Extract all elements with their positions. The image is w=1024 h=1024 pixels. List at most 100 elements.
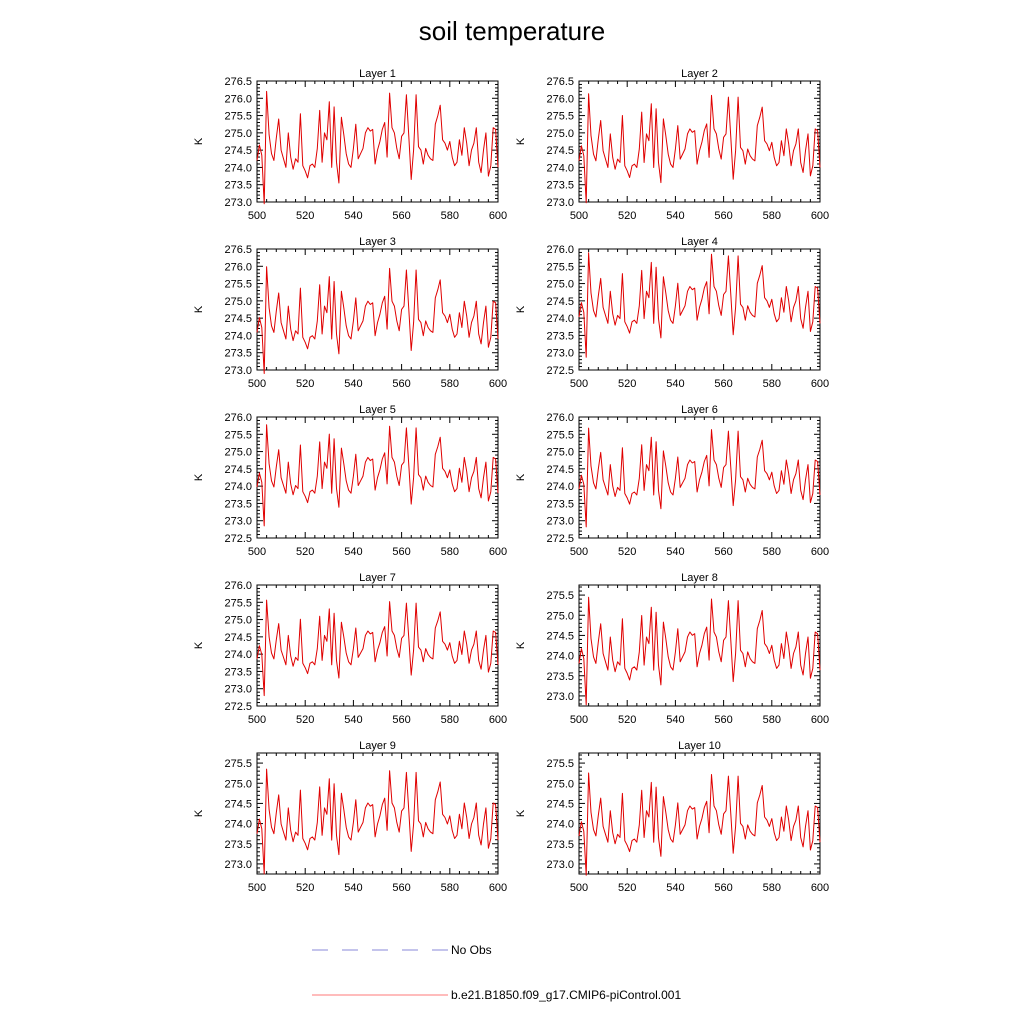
y-tick-label: 275.0 (546, 279, 574, 291)
panel-title: Layer 6 (681, 404, 718, 416)
y-tick-label: 274.5 (546, 798, 574, 810)
y-tick-label: 276.0 (546, 93, 574, 105)
y-tick-label: 275.5 (224, 758, 252, 770)
x-tick-label: 500 (570, 714, 588, 726)
y-tick-label: 275.0 (546, 778, 574, 790)
y-tick-label: 276.5 (546, 76, 574, 88)
panel-layer-9: Layer 9 K 500 520 540 560 580 600 273.0 273.5 274.… (193, 740, 507, 894)
y-tick-label: 275.0 (224, 296, 252, 308)
y-tick-label: 275.5 (224, 429, 252, 441)
panel-title: Layer 5 (359, 404, 396, 416)
y-axis-label: K (515, 473, 527, 481)
y-tick-label: 274.5 (546, 630, 574, 642)
x-tick-label: 600 (811, 714, 829, 726)
panel-title: Layer 9 (359, 740, 396, 752)
y-tick-label: 274.0 (546, 162, 574, 174)
y-tick-label: 276.0 (224, 412, 252, 424)
plot-frame (578, 248, 821, 371)
x-tick-label: 560 (714, 210, 732, 222)
x-tick-label: 580 (441, 546, 459, 558)
x-tick-label: 580 (763, 882, 781, 894)
y-tick-label: 275.5 (224, 279, 252, 291)
y-tick-label: 275.5 (546, 429, 574, 441)
x-tick-label: 540 (344, 378, 362, 390)
y-tick-label: 274.5 (546, 464, 574, 476)
x-tick-label: 540 (666, 378, 684, 390)
series-line (256, 599, 499, 697)
y-tick-label: 274.0 (546, 481, 574, 493)
y-tick-label: 273.5 (546, 498, 574, 510)
panel-layer-10: Layer 10 K 500 520 540 560 580 600 273.0 273.5 274… (515, 740, 829, 894)
x-tick-label: 500 (248, 378, 266, 390)
panel-title: Layer 3 (359, 236, 396, 248)
series-line (578, 93, 821, 204)
x-tick-label: 580 (441, 378, 459, 390)
y-axis-label: K (193, 641, 205, 649)
y-tick-label: 274.5 (546, 145, 574, 157)
y-axis-label: K (515, 641, 527, 649)
panel-layer-1: Layer 1 K 500 520 540 560 580 600 273.0 273.5 274.… (193, 68, 507, 222)
y-tick-label: 274.0 (224, 649, 252, 661)
panel-title: Layer 4 (681, 236, 718, 248)
x-tick-label: 540 (666, 546, 684, 558)
x-tick-label: 580 (763, 714, 781, 726)
y-axis-label: K (193, 473, 205, 481)
x-tick-label: 540 (666, 210, 684, 222)
series-line (256, 424, 499, 527)
y-axis-label: K (193, 305, 205, 313)
panel-layer-4: Layer 4 K 500 520 540 560 580 600 272.5 273.0 273.… (515, 236, 829, 390)
legend: No Obs b.e21.B1850.f09_g17.CMIP6-piContr… (312, 943, 681, 1002)
y-tick-label: 274.5 (224, 313, 252, 325)
panel-layer-7: Layer 7 K 500 520 540 560 580 600 272.5 273.0 273.… (193, 572, 507, 726)
y-tick-label: 275.5 (546, 261, 574, 273)
panel-title: Layer 1 (359, 68, 396, 80)
x-tick-label: 540 (344, 546, 362, 558)
y-tick-label: 273.5 (546, 839, 574, 851)
y-tick-label: 275.0 (546, 610, 574, 622)
x-tick-label: 500 (248, 882, 266, 894)
y-tick-label: 275.5 (224, 597, 252, 609)
series-line (578, 596, 821, 706)
panel-layer-6: Layer 6 K 500 520 540 560 580 600 272.5 273.0 273.… (515, 404, 829, 558)
x-tick-label: 600 (489, 714, 507, 726)
y-tick-label: 274.5 (546, 296, 574, 308)
y-tick-label: 273.0 (546, 859, 574, 871)
y-axis-label: K (515, 305, 527, 313)
x-tick-label: 580 (441, 714, 459, 726)
panel-layer-8: Layer 8 K 500 520 540 560 580 600 273.0 273.5 274.… (515, 572, 829, 726)
series-line (256, 768, 499, 875)
x-tick-label: 600 (811, 882, 829, 894)
series-line (578, 427, 821, 528)
plot-frame (256, 80, 499, 203)
y-tick-label: 272.5 (224, 533, 252, 545)
plot-frame (578, 80, 821, 203)
x-tick-label: 560 (714, 882, 732, 894)
x-tick-label: 520 (618, 882, 636, 894)
x-tick-label: 600 (811, 378, 829, 390)
x-tick-label: 560 (392, 546, 410, 558)
y-tick-label: 273.0 (546, 516, 574, 528)
y-tick-label: 273.5 (224, 839, 252, 851)
y-tick-label: 273.0 (224, 365, 252, 377)
y-tick-label: 273.5 (546, 180, 574, 192)
y-tick-label: 275.0 (224, 447, 252, 459)
y-tick-label: 275.0 (224, 615, 252, 627)
x-tick-label: 560 (392, 714, 410, 726)
y-tick-label: 273.5 (224, 666, 252, 678)
x-tick-label: 520 (296, 378, 314, 390)
panel-layer-2: Layer 2 K 500 520 540 560 580 600 273.0 273.5 274.… (515, 68, 829, 222)
y-tick-label: 276.0 (546, 244, 574, 256)
x-tick-label: 500 (570, 546, 588, 558)
y-tick-label: 273.5 (546, 671, 574, 683)
y-tick-label: 273.0 (546, 691, 574, 703)
y-tick-label: 275.5 (546, 758, 574, 770)
x-tick-label: 560 (714, 378, 732, 390)
panel-title: Layer 10 (678, 740, 721, 752)
panel-title: Layer 8 (681, 572, 718, 584)
x-tick-label: 540 (344, 210, 362, 222)
x-tick-label: 560 (714, 546, 732, 558)
y-tick-label: 273.0 (224, 197, 252, 209)
x-tick-label: 520 (618, 378, 636, 390)
y-tick-label: 274.0 (546, 651, 574, 663)
